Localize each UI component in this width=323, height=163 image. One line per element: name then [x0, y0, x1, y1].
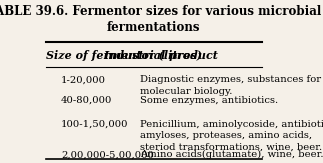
Text: TABLE 39.6. Fermentor sizes for various microbial
fermentations: TABLE 39.6. Fermentor sizes for various … — [0, 5, 321, 34]
Text: 2,00,000-5,00,000: 2,00,000-5,00,000 — [61, 150, 154, 159]
Text: Some enzymes, antibiotics.: Some enzymes, antibiotics. — [141, 96, 278, 105]
Text: 1-20,000: 1-20,000 — [61, 75, 106, 84]
Text: Industrial product: Industrial product — [103, 50, 218, 61]
Text: Amino acids(glutamate), wine, beer.: Amino acids(glutamate), wine, beer. — [141, 150, 323, 159]
Text: 40-80,000: 40-80,000 — [61, 96, 112, 105]
Text: 100-1,50,000: 100-1,50,000 — [61, 120, 129, 129]
Text: Penicillium, aminolycoside, antibiotics,
amyloses, proteases, amino acids,
steri: Penicillium, aminolycoside, antibiotics,… — [141, 120, 323, 151]
Text: Size of fermentor (litres): Size of fermentor (litres) — [46, 50, 202, 61]
Text: Diagnostic enzymes, substances for
molecular biology.: Diagnostic enzymes, substances for molec… — [141, 75, 321, 96]
